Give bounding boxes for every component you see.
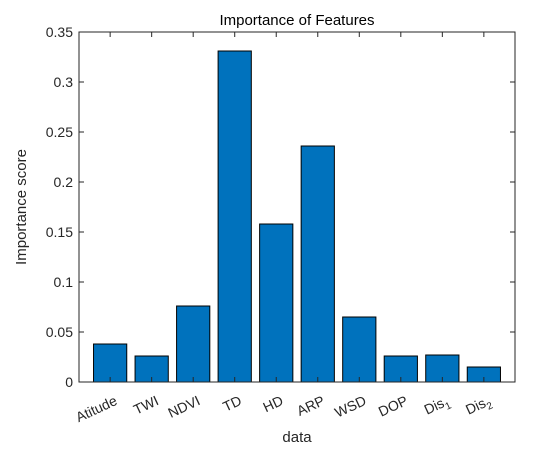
x-tick-label: WSD xyxy=(332,392,368,420)
bar-hd xyxy=(259,223,294,383)
bar-atitude xyxy=(93,343,128,383)
x-tick-label: TWI xyxy=(131,392,161,417)
chart-title: Importance of Features xyxy=(219,12,374,29)
plot-box xyxy=(78,31,516,383)
x-axis-label: data xyxy=(282,429,312,446)
bars-group xyxy=(93,50,501,383)
bar-ndvi xyxy=(176,305,211,383)
x-tick-label: HD xyxy=(260,392,285,415)
bar-td xyxy=(217,50,252,383)
y-tick-label: 0.25 xyxy=(46,124,73,140)
y-tick-label: 0.2 xyxy=(54,174,74,190)
y-tick-label: 0.05 xyxy=(46,324,73,340)
x-tick-label: DOP xyxy=(376,392,410,419)
y-tick-label: 0 xyxy=(65,374,73,390)
y-tick-label: 0.15 xyxy=(46,224,73,240)
y-tick-label: 0.3 xyxy=(54,74,74,90)
x-tick-label: TD xyxy=(220,392,244,414)
x-tick-label: NDVI xyxy=(165,392,202,421)
y-tick-label: 0.1 xyxy=(54,274,74,290)
x-tick-label: Dis2 xyxy=(463,392,495,421)
x-tick-label: Dis1 xyxy=(421,392,453,421)
y-tick-label: 0.35 xyxy=(46,24,73,40)
x-tick-label: ARP xyxy=(294,392,327,419)
x-tick-label: Atitude xyxy=(73,392,119,425)
bar-arp xyxy=(300,145,335,383)
y-axis-label: Importance score xyxy=(13,149,30,265)
bar-wsd xyxy=(342,316,377,383)
y-axis-ticks: 0 0.05 0.1 0.15 0.2 0.25 0.3 0.35 xyxy=(46,24,515,390)
